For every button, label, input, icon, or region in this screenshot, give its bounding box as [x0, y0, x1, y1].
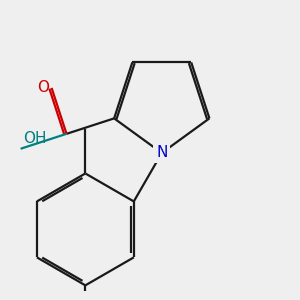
- Text: OH: OH: [23, 131, 47, 146]
- Text: N: N: [156, 146, 167, 160]
- Text: O: O: [37, 80, 49, 95]
